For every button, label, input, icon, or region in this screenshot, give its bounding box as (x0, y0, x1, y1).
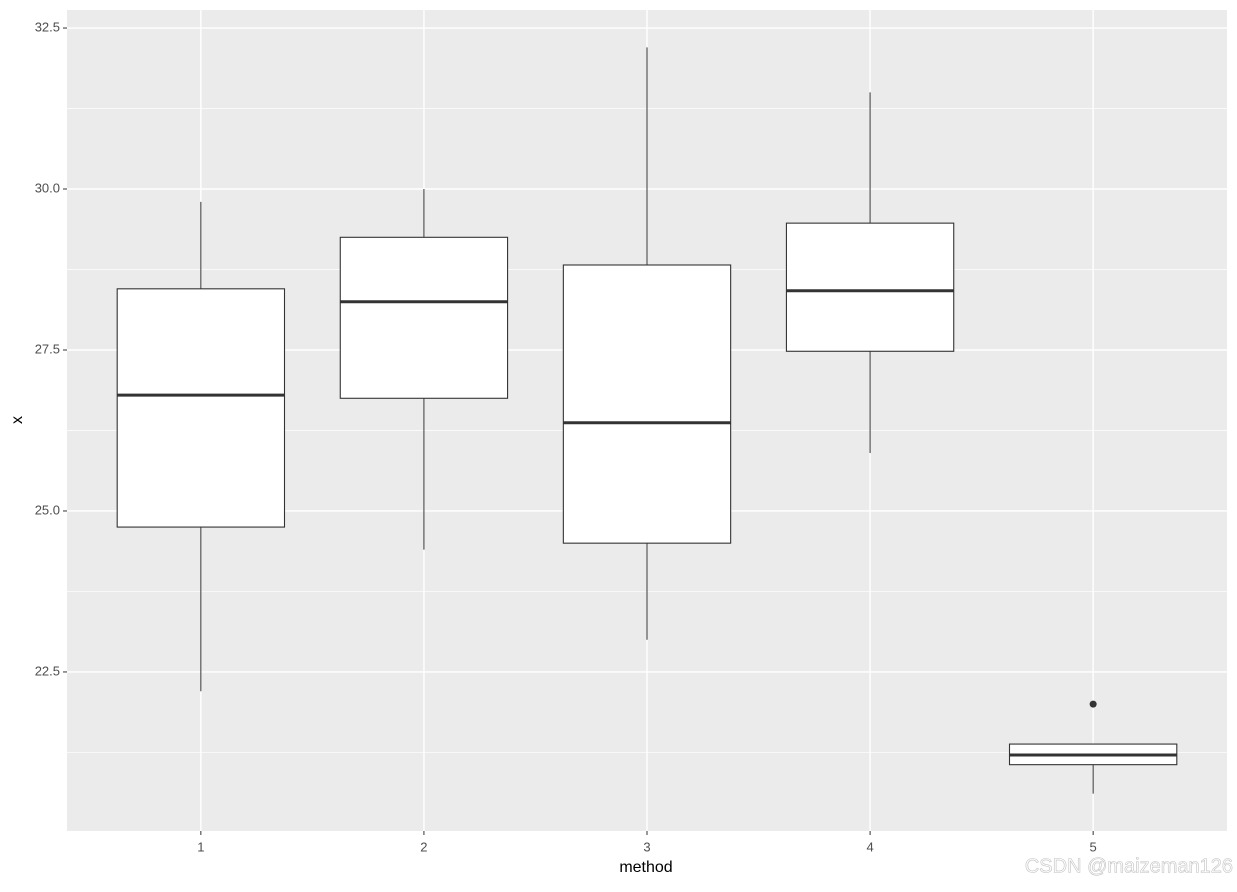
box (339, 236, 509, 399)
x-tick-label: 3 (643, 839, 650, 854)
outlier (1089, 700, 1097, 708)
y-tick-label: 27.5 (35, 341, 60, 356)
box (116, 288, 286, 528)
y-axis-label: x (9, 416, 26, 424)
box (785, 222, 955, 352)
x-tick-label: 2 (420, 839, 427, 854)
x-tick-label: 5 (1090, 839, 1097, 854)
x-tick-label: 4 (866, 839, 873, 854)
watermark: CSDN @maizeman126 (1025, 855, 1233, 877)
x-axis-label: method (619, 859, 672, 876)
box (562, 264, 732, 544)
y-tick-label: 25.0 (35, 502, 60, 517)
x-tick-label: 1 (197, 839, 204, 854)
y-tick-label: 22.5 (35, 663, 60, 678)
y-tick-label: 32.5 (35, 19, 60, 34)
y-tick-label: 30.0 (35, 180, 60, 195)
